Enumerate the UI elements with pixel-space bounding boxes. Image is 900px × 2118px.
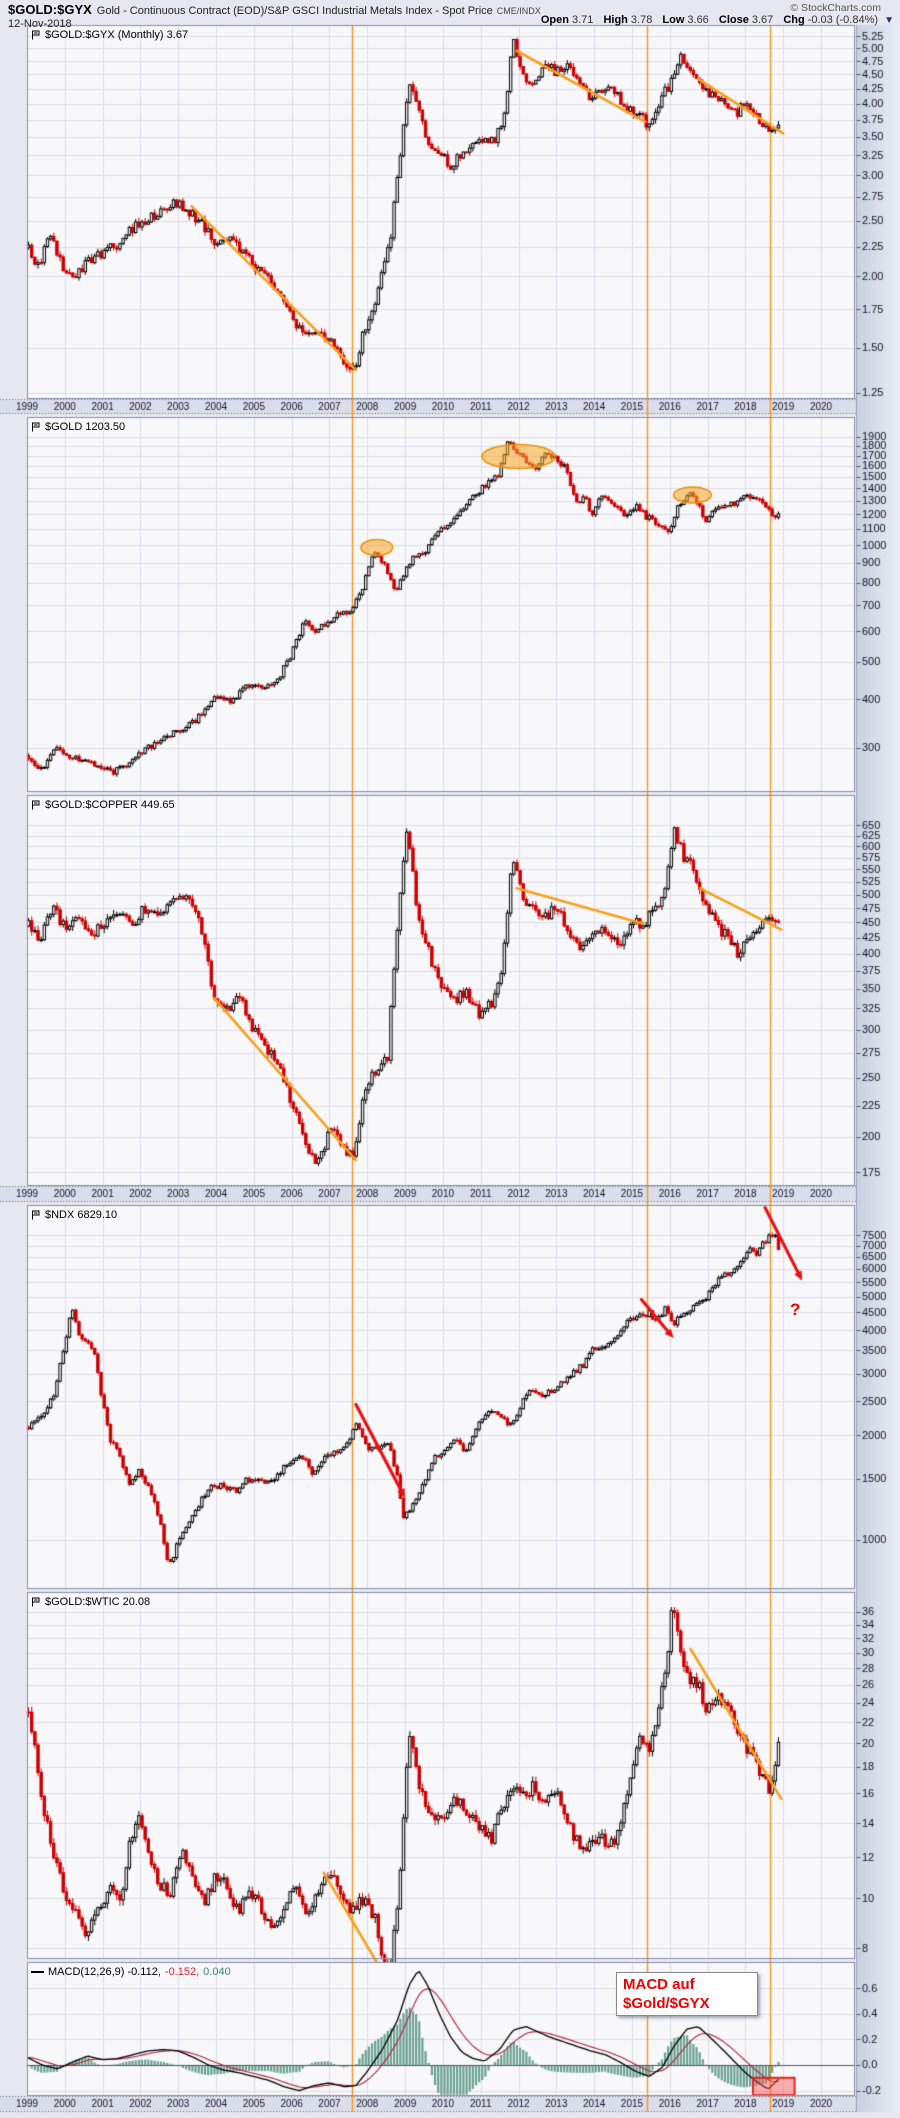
macd-legend: MACD(12,26,9) -0.112, -0.152, 0.040 xyxy=(31,1966,231,1978)
high-value: 3.78 xyxy=(630,14,653,26)
panel-label-text: $NDX 6829.10 xyxy=(45,1209,118,1221)
chart-date: 12-Nov-2018 xyxy=(8,18,72,30)
panel-label-gold: $GOLD 1203.50 xyxy=(31,421,125,433)
panel-label-gold-gyx: $GOLD:$GYX (Monthly) 3.67 xyxy=(31,29,188,41)
macd-note-line1: MACD auf xyxy=(623,1976,695,1993)
header-title-row: $GOLD:$GYX Gold - Continuous Contract (EO… xyxy=(8,1,896,17)
open-label: Open xyxy=(540,14,569,26)
low-label: Low xyxy=(662,14,685,26)
panel-label-text: $GOLD:$COPPER 449.65 xyxy=(45,799,175,811)
open-value: 3.71 xyxy=(571,14,594,26)
macd-note-box: MACD auf $Gold/$GYX xyxy=(616,1972,758,2016)
ndx-question-mark: ? xyxy=(790,1300,801,1319)
low-value: 3.66 xyxy=(687,14,709,26)
chart-description: Gold - Continuous Contract (EOD)/S&P GSC… xyxy=(96,5,493,17)
chart-annotation-icon xyxy=(32,30,40,40)
chg-label: Chg xyxy=(783,14,805,26)
chart-annotation-icon xyxy=(32,1210,40,1220)
macd-value: MACD(12,26,9) -0.112, xyxy=(48,1966,161,1978)
header-quote-row: 12-Nov-2018 Open 3.71 High 3.78 Low 3.66 Cl… xyxy=(8,14,896,30)
chart-annotation-icon xyxy=(32,1597,40,1607)
panel-label-gold-wtic: $GOLD:$WTIC 20.08 xyxy=(31,1596,150,1608)
copyright: © StockCharts.com xyxy=(790,2,881,14)
quote-bar: Open 3.71 High 3.78 Low 3.66 Close 3.67 Chg -… xyxy=(534,14,894,26)
panel-label-ndx: $NDX 6829.10 xyxy=(31,1209,117,1221)
macd-hist-value: 0.040 xyxy=(203,1966,231,1978)
macd-legend-swatch xyxy=(31,1971,44,1973)
panel-label-text: $GOLD:$GYX (Monthly) 3.67 xyxy=(45,29,189,41)
panel-label-gold-copper: $GOLD:$COPPER 449.65 xyxy=(31,799,175,811)
panel-label-text: $GOLD:$WTIC 20.08 xyxy=(45,1596,151,1608)
chg-value: -0.03 (-0.84%) xyxy=(807,14,879,26)
high-label: High xyxy=(603,14,628,26)
panel-label-text: $GOLD 1203.50 xyxy=(45,421,126,433)
chart-annotation-icon xyxy=(32,800,40,810)
exchange: CME/INDX xyxy=(496,6,541,16)
symbol: $GOLD:$GYX xyxy=(8,2,92,17)
close-label: Close xyxy=(718,14,749,26)
triangle-down-icon: ▼ xyxy=(884,15,894,26)
close-value: 3.67 xyxy=(751,14,774,26)
chart-annotation-icon xyxy=(32,422,40,432)
macd-note-line2: $Gold/$GYX xyxy=(623,1995,710,2012)
macd-signal-value: -0.152, xyxy=(164,1966,200,1978)
